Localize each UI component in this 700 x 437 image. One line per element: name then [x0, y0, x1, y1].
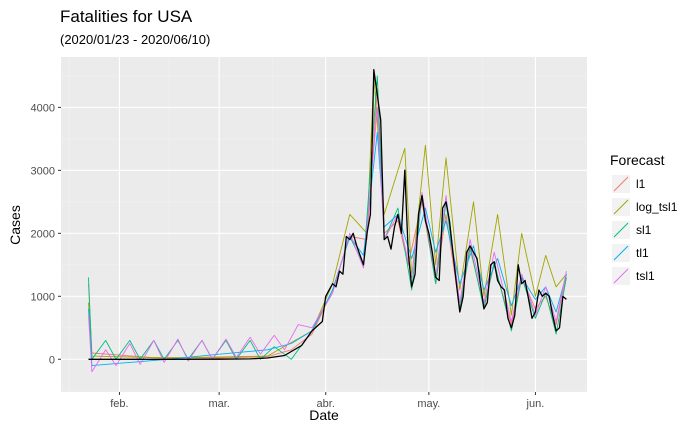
legend-swatch-tsl1	[613, 268, 629, 284]
x-tick-label: feb.	[110, 398, 128, 410]
legend-swatch-tl1	[613, 245, 629, 261]
legend-swatch-sl1	[613, 222, 629, 238]
y-axis: 0 1000 2000 3000 4000	[31, 102, 61, 366]
x-axis-title: Date	[309, 407, 339, 423]
grid-minor-lines	[61, 57, 587, 392]
legend-label-log_tsl1: log_tsl1	[636, 200, 678, 214]
series-layer	[88, 68, 567, 373]
series-line-actual	[88, 68, 567, 360]
chart-title: Fatalities for USA	[60, 7, 193, 26]
y-tick-label: 0	[49, 354, 55, 366]
y-axis-title: Cases	[7, 205, 23, 245]
x-tick-label: may.	[417, 398, 440, 410]
legend-label-tsl1: tsl1	[636, 269, 655, 283]
grid-major-lines	[61, 57, 587, 392]
x-tick-label: jun.	[526, 398, 545, 410]
legend-label-sl1: sl1	[636, 223, 652, 237]
y-tick-label: 4000	[31, 102, 55, 114]
legend-label-l1: l1	[636, 177, 646, 191]
x-tick-label: mar.	[208, 398, 229, 410]
x-tick-label: abr.	[317, 398, 335, 410]
y-tick-label: 1000	[31, 291, 55, 303]
legend-title: Forecast	[610, 152, 665, 168]
chart-subtitle: (2020/01/23 - 2020/06/10)	[60, 32, 210, 47]
legend-label-tl1: tl1	[636, 246, 649, 260]
legend-swatch-log_tsl1	[613, 199, 629, 215]
y-tick-label: 2000	[31, 228, 55, 240]
y-tick-label: 3000	[31, 165, 55, 177]
x-axis: feb. mar. abr. may. jun.	[110, 392, 544, 410]
series-line-tl1	[88, 132, 567, 367]
legend: l1 log_tsl1 sl1 tl1 tsl1	[612, 175, 678, 285]
legend-swatch-l1	[613, 176, 629, 192]
